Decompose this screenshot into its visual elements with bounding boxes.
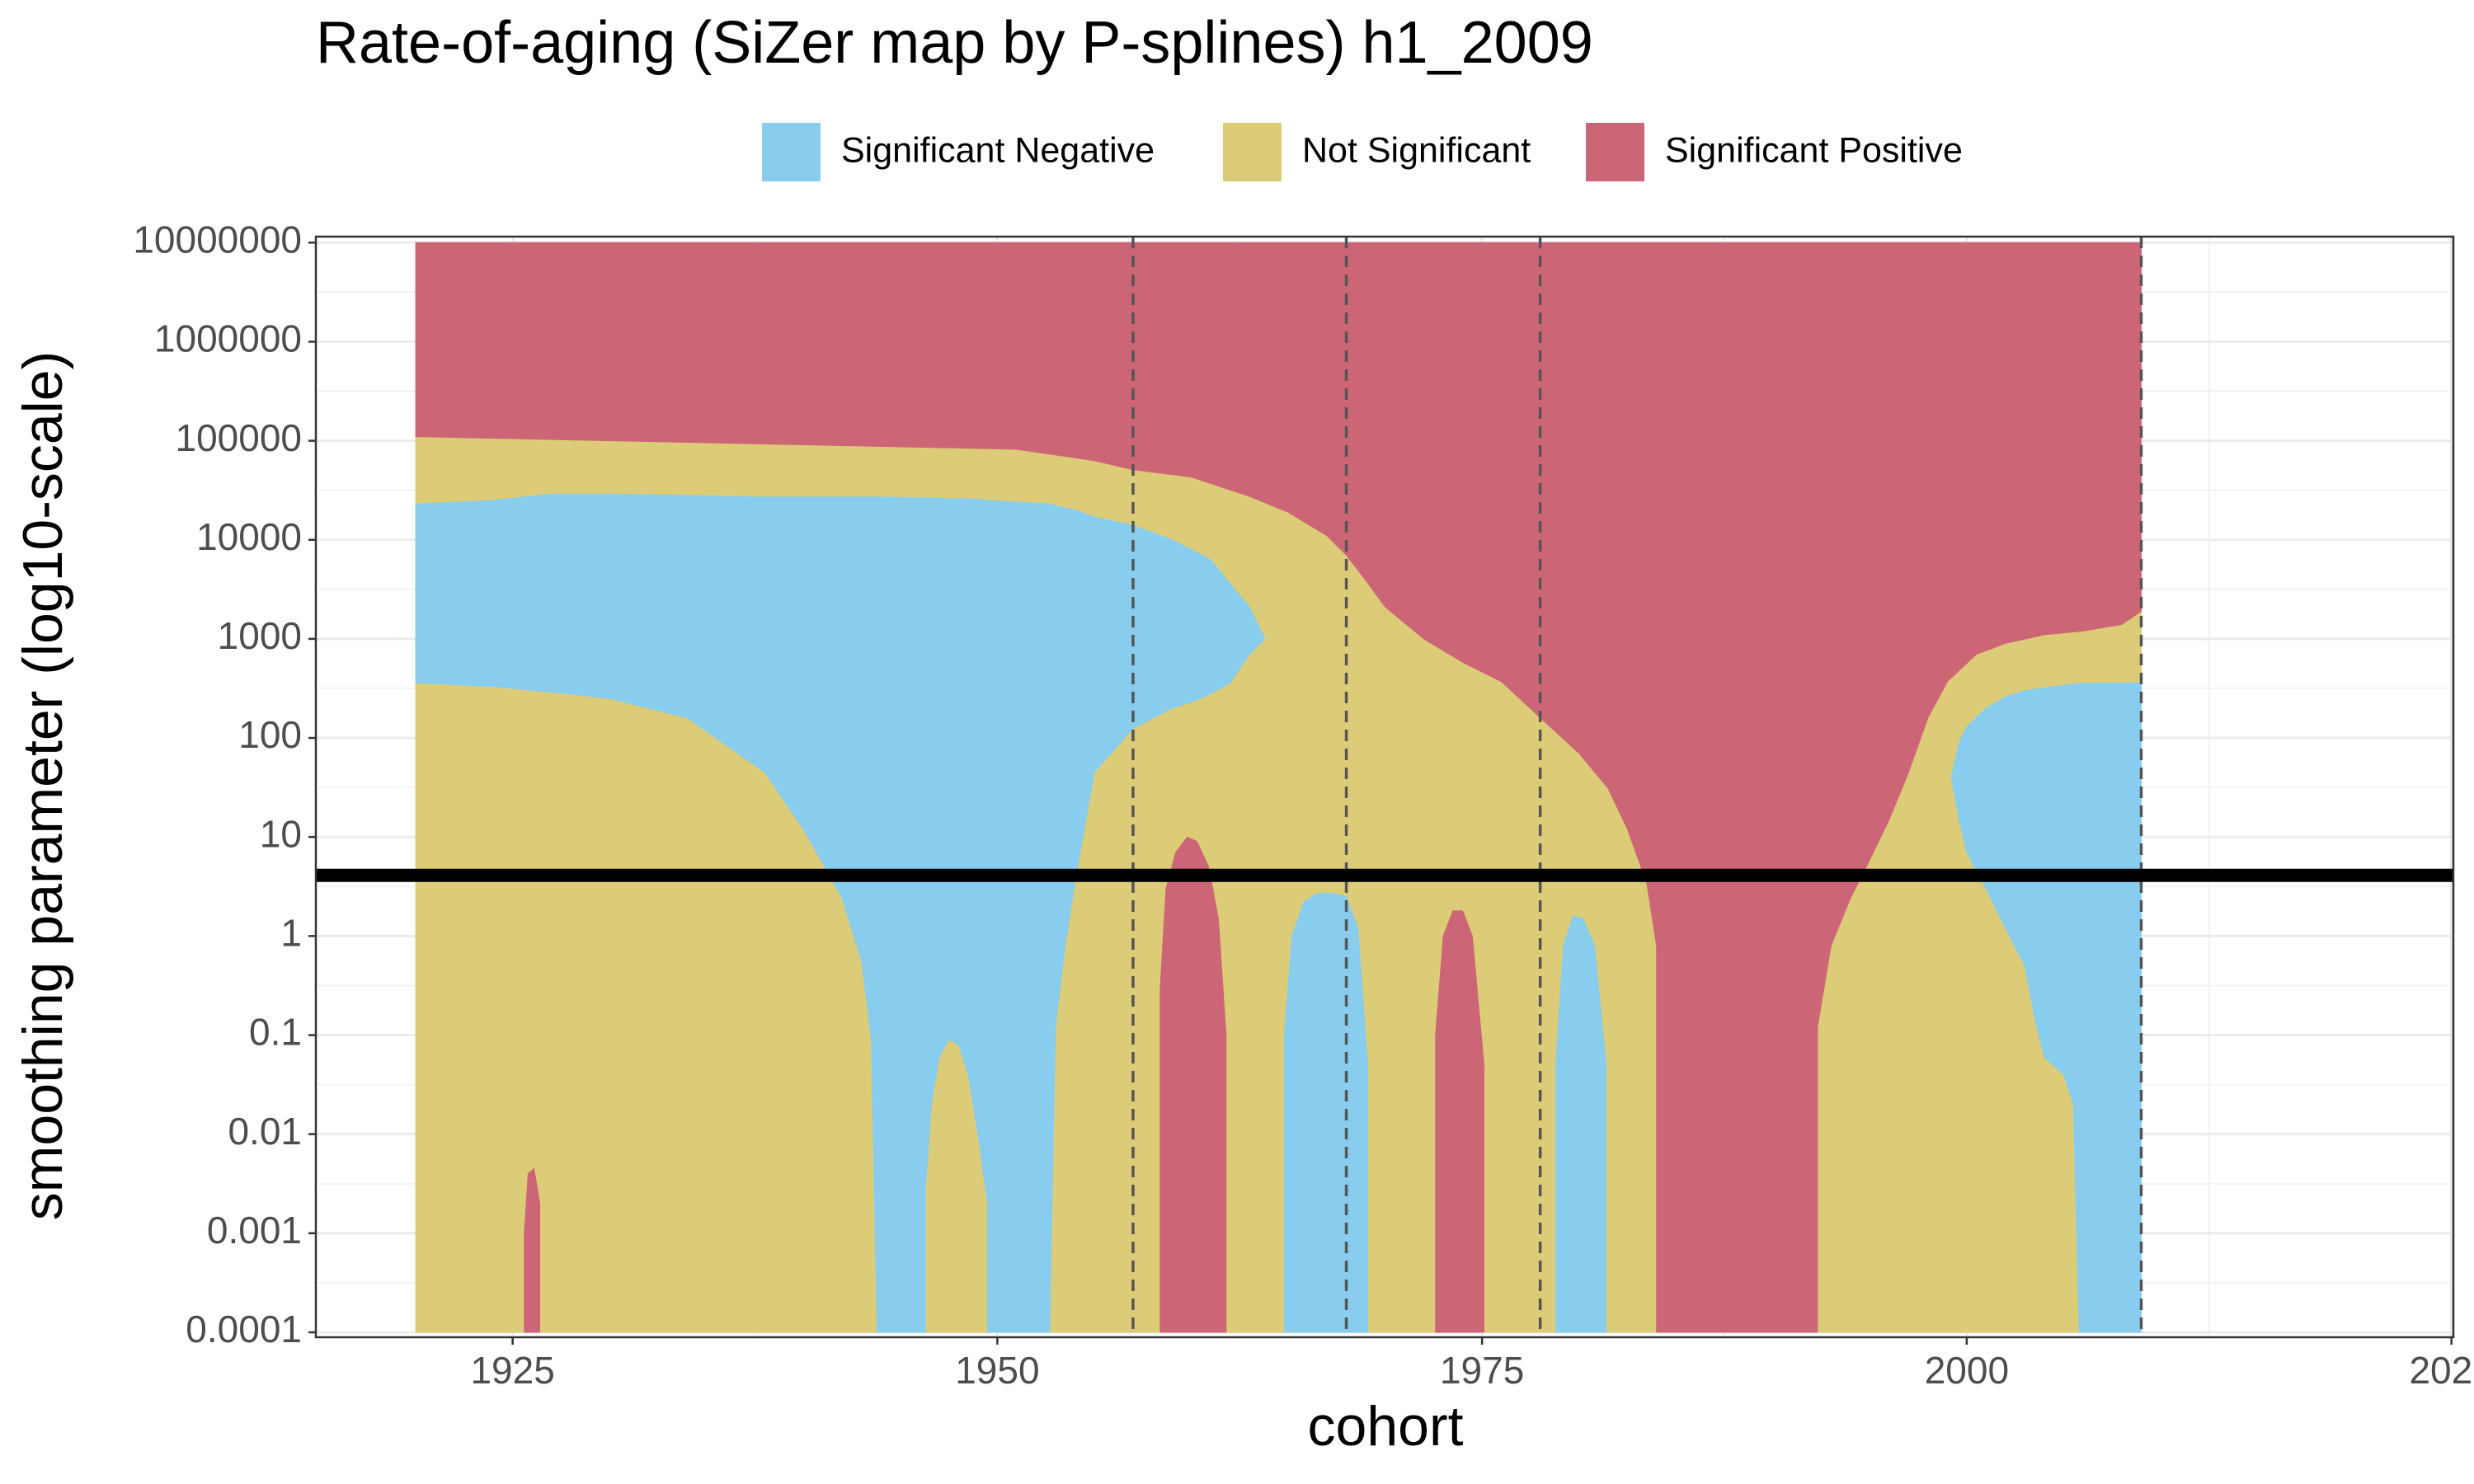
sizer-region <box>415 493 1266 1333</box>
y-tick-label: 10000 <box>196 515 302 558</box>
x-tick-label: 1975 <box>1440 1349 1524 1392</box>
y-axis-title: smoothing parameter (log10-scale) <box>12 351 74 1221</box>
y-tick-label: 0.1 <box>249 1011 302 1054</box>
x-tick-label: 1925 <box>470 1349 554 1392</box>
sizer-region <box>1435 910 1484 1333</box>
y-tick-label: 1 <box>280 912 302 955</box>
y-tick-label: 0.0001 <box>186 1308 302 1350</box>
x-axis-title: cohort <box>1308 1395 1464 1458</box>
y-tick-label: 100000 <box>176 416 303 459</box>
sizer-region <box>1159 836 1227 1333</box>
legend-label: Significant Negative <box>841 130 1155 170</box>
y-tick-label: 1000000 <box>154 317 302 360</box>
x-tick-label: 1950 <box>955 1349 1039 1392</box>
legend-key <box>762 123 821 181</box>
legend-key <box>1586 123 1644 181</box>
sizer-region <box>524 1167 541 1333</box>
plot-border <box>314 235 2455 1339</box>
legend-key <box>1223 123 1282 181</box>
y-tick-label: 10 <box>260 812 302 855</box>
legend-label: Significant Positive <box>1665 130 1963 170</box>
x-tick-label: 2025 <box>2409 1349 2474 1392</box>
y-tick-label: 100 <box>238 713 302 756</box>
y-tick-label: 1000 <box>218 614 302 657</box>
sizer-region <box>1554 915 1607 1333</box>
y-tick-label: 10000000 <box>133 218 302 261</box>
legend-label: Not Significant <box>1302 130 1531 170</box>
sizer-region <box>415 242 2142 1333</box>
sizer-region <box>1283 893 1368 1333</box>
x-tick-label: 2000 <box>1925 1349 2009 1392</box>
y-tick-label: 0.01 <box>228 1110 302 1153</box>
y-tick-label: 0.001 <box>207 1209 302 1252</box>
sizer-region <box>1950 682 2142 1333</box>
chart-title: Rate-of-aging (SiZer map by P-splines) h… <box>316 10 1593 76</box>
